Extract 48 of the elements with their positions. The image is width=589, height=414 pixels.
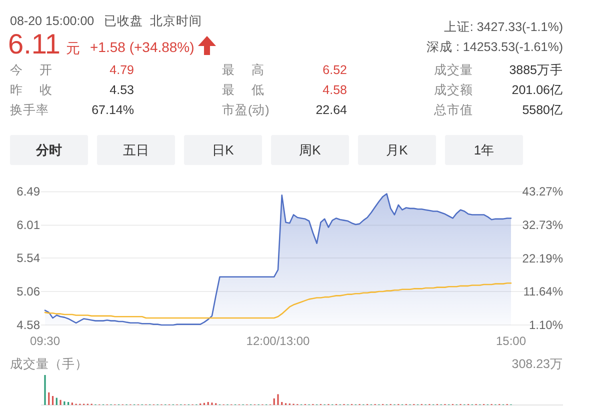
y-tick-label: 6.49 — [16, 184, 40, 199]
text: 最 低 — [222, 83, 264, 97]
text: 308.23万 — [512, 357, 563, 371]
y-tick-label: 5.54 — [16, 251, 40, 265]
x-tick-label: 15:00 — [496, 334, 526, 348]
text: 昨 收 — [10, 83, 52, 97]
text: 67.14% — [92, 103, 134, 117]
text: 上证: 3427.33(-1.1%) — [444, 20, 563, 34]
text: 201.06亿 — [512, 83, 563, 97]
text: 北京时间 — [150, 14, 202, 28]
text: 总市值 — [433, 103, 473, 117]
text: 元 — [66, 40, 80, 56]
line-series — [44, 282, 512, 319]
text: 五日 — [123, 142, 149, 158]
text: 市盈(动) — [222, 103, 270, 117]
text: 5580亿 — [522, 103, 563, 117]
y-tick-label: 5.06 — [16, 284, 40, 298]
text: 22.64 — [316, 103, 348, 117]
text: 日K — [212, 142, 234, 158]
text: 6.52 — [322, 63, 348, 77]
y-tick-label: 4.58 — [16, 318, 40, 332]
y2-tick-label: 22.19% — [522, 251, 564, 266]
text: 成交量 — [434, 62, 473, 77]
text: 4.79 — [110, 63, 134, 77]
text: 08-20 15:00:00 — [10, 14, 94, 28]
text: 月K — [386, 142, 408, 158]
text: 已收盘 — [104, 14, 143, 28]
text: 深成 : 14253.53(-1.61%) — [426, 40, 563, 54]
y2-tick-label: 1.10% — [528, 318, 564, 332]
text: 4.58 — [322, 83, 348, 97]
text: 周K — [299, 142, 322, 158]
text: 3885万手 — [509, 63, 563, 77]
text: 6.11 — [8, 28, 60, 60]
y2-tick-label: 32.73% — [522, 218, 564, 232]
text: +1.58 (+34.88%) — [90, 39, 194, 55]
text: 分时 — [35, 142, 62, 158]
text: 最 高 — [222, 62, 264, 77]
x-tick-label: 09:30 — [30, 334, 60, 348]
text: 今 开 — [10, 63, 52, 77]
y2-tick-label: 11.64% — [523, 284, 564, 299]
text: 成交额 — [434, 82, 473, 97]
x-tick-label: 12:00/13:00 — [246, 334, 310, 348]
y2-tick-label: 43.27% — [522, 184, 564, 199]
y-tick-label: 6.01 — [16, 218, 40, 232]
text: 换手率 — [10, 102, 49, 117]
text: 1年 — [474, 142, 494, 158]
text: 4.53 — [110, 83, 134, 97]
chart-title: 成交量（手） — [10, 356, 88, 371]
